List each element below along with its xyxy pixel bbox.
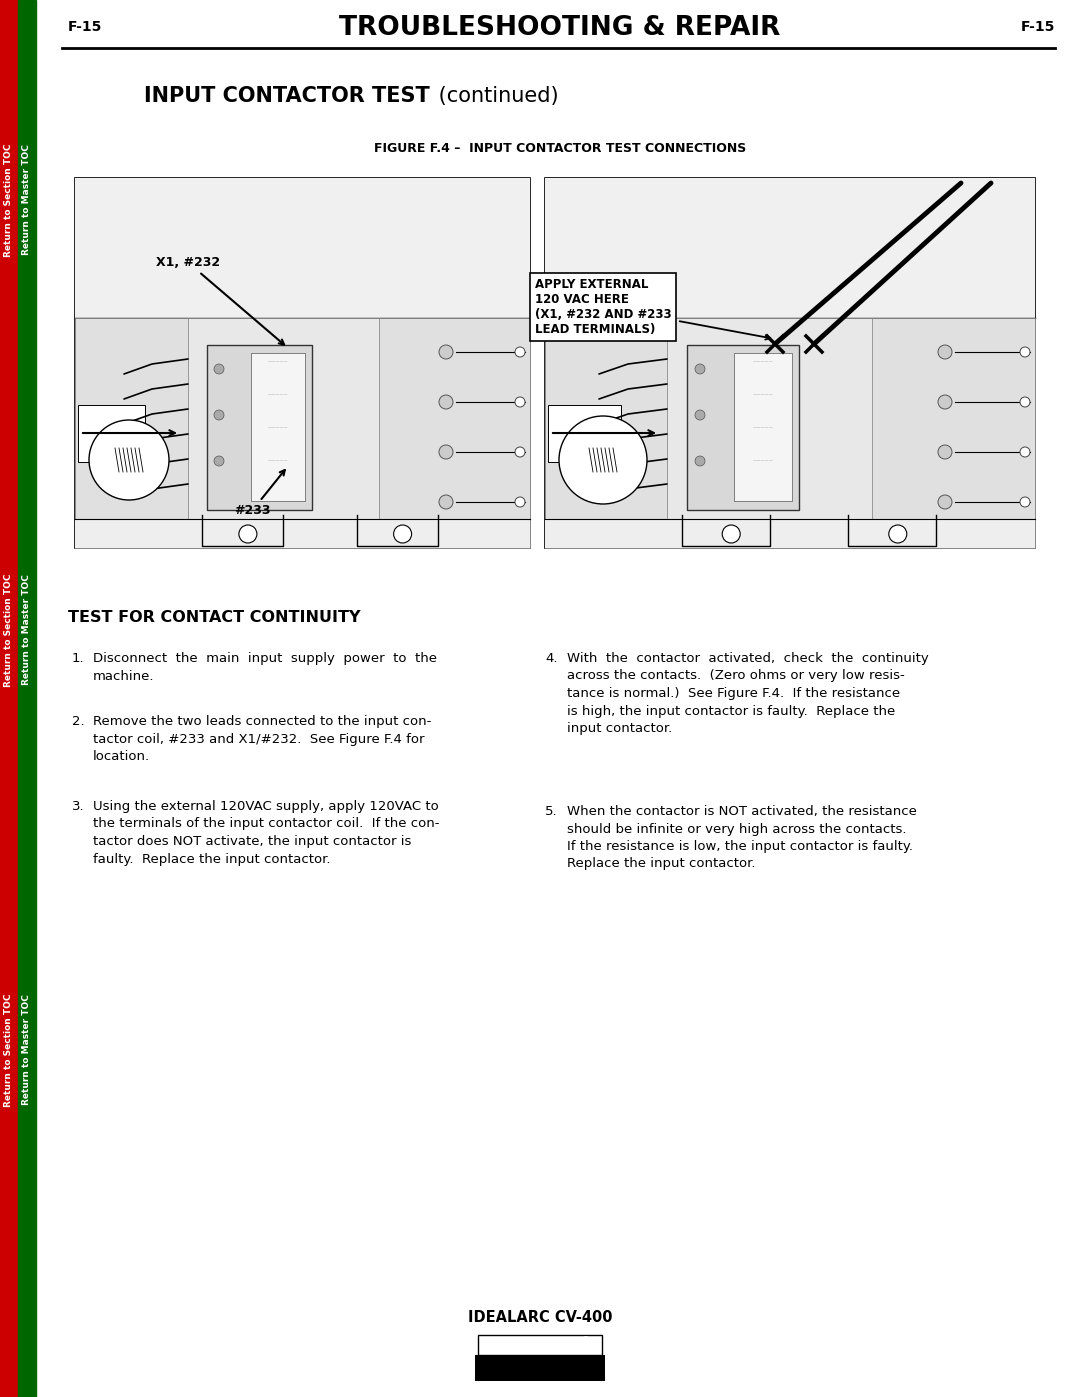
- Text: —————: —————: [753, 393, 773, 395]
- Text: Return to Section TOC: Return to Section TOC: [4, 144, 14, 257]
- Text: —————: —————: [753, 458, 773, 462]
- Circle shape: [239, 525, 257, 543]
- Text: 3.: 3.: [72, 800, 84, 813]
- Text: Using the external 120VAC supply, apply 120VAC to
the terminals of the input con: Using the external 120VAC supply, apply …: [93, 800, 440, 866]
- Text: FIGURE F.4 –  INPUT CONTACTOR TEST CONNECTIONS: FIGURE F.4 – INPUT CONTACTOR TEST CONNEC…: [374, 141, 746, 155]
- Bar: [667, 319, 872, 548]
- Text: ELECTRIC: ELECTRIC: [503, 1362, 577, 1376]
- Text: F-15: F-15: [68, 20, 103, 34]
- Circle shape: [438, 395, 453, 409]
- Text: TROUBLESHOOTING & REPAIR: TROUBLESHOOTING & REPAIR: [339, 15, 781, 41]
- Bar: [475, 1355, 605, 1382]
- Text: —————: —————: [268, 393, 288, 395]
- Text: #233: #233: [234, 469, 285, 517]
- Bar: [379, 319, 530, 548]
- Bar: [75, 319, 188, 548]
- Text: (continued): (continued): [432, 87, 558, 106]
- Bar: [188, 319, 379, 548]
- Circle shape: [515, 447, 525, 457]
- Bar: [545, 177, 1035, 548]
- Text: Disconnect  the  main  input  supply  power  to  the
machine.: Disconnect the main input supply power t…: [93, 652, 437, 683]
- Bar: [78, 405, 145, 462]
- Bar: [545, 520, 1035, 548]
- Text: Return to Master TOC: Return to Master TOC: [23, 995, 31, 1105]
- Circle shape: [939, 446, 951, 460]
- Text: X1, #232: X1, #232: [156, 256, 284, 345]
- Circle shape: [939, 495, 951, 509]
- Circle shape: [696, 455, 705, 467]
- Circle shape: [1020, 397, 1030, 407]
- Circle shape: [515, 397, 525, 407]
- Circle shape: [696, 365, 705, 374]
- Circle shape: [696, 409, 705, 420]
- Circle shape: [889, 525, 907, 543]
- Text: INPUT CONTACTOR TEST: INPUT CONTACTOR TEST: [145, 87, 430, 106]
- Bar: [207, 345, 312, 510]
- Bar: [0, 0, 18, 1397]
- Text: —————: —————: [753, 359, 773, 363]
- Text: F-15: F-15: [1021, 20, 1055, 34]
- Text: IDEALARC CV-400: IDEALARC CV-400: [468, 1310, 612, 1326]
- Circle shape: [214, 365, 224, 374]
- Circle shape: [559, 416, 647, 504]
- Text: Return to Section TOC: Return to Section TOC: [4, 573, 14, 687]
- Bar: [75, 177, 530, 548]
- Text: 5.: 5.: [545, 805, 557, 819]
- Text: TEST FOR CONTACT CONTINUITY: TEST FOR CONTACT CONTINUITY: [68, 610, 361, 624]
- Text: 1.: 1.: [72, 652, 84, 665]
- Bar: [18, 0, 36, 1397]
- Circle shape: [939, 345, 951, 359]
- Text: Remove the two leads connected to the input con-
tactor coil, #233 and X1/#232. : Remove the two leads connected to the in…: [93, 715, 431, 763]
- Circle shape: [214, 455, 224, 467]
- Text: —————: —————: [753, 425, 773, 429]
- Bar: [478, 1336, 602, 1355]
- Circle shape: [1020, 447, 1030, 457]
- Bar: [75, 177, 530, 319]
- Text: 4.: 4.: [545, 652, 557, 665]
- Circle shape: [1020, 497, 1030, 507]
- Text: Return to Section TOC: Return to Section TOC: [4, 993, 14, 1106]
- Bar: [687, 345, 799, 510]
- Circle shape: [438, 495, 453, 509]
- Text: LINCOLN: LINCOLN: [492, 1336, 580, 1354]
- Circle shape: [214, 409, 224, 420]
- Circle shape: [89, 420, 168, 500]
- Text: When the contactor is NOT activated, the resistance
should be infinite or very h: When the contactor is NOT activated, the…: [567, 805, 917, 870]
- Bar: [734, 353, 792, 502]
- Bar: [75, 520, 530, 548]
- Bar: [548, 405, 621, 462]
- Text: —————: —————: [268, 458, 288, 462]
- Circle shape: [515, 497, 525, 507]
- Circle shape: [515, 346, 525, 358]
- Text: APPLY EXTERNAL
120 VAC HERE
(X1, #232 AND #233
LEAD TERMINALS): APPLY EXTERNAL 120 VAC HERE (X1, #232 AN…: [535, 278, 770, 339]
- Text: 2.: 2.: [72, 715, 84, 728]
- Bar: [251, 353, 305, 502]
- Circle shape: [939, 395, 951, 409]
- Circle shape: [723, 525, 740, 543]
- Circle shape: [438, 446, 453, 460]
- Text: With  the  contactor  activated,  check  the  continuity
across the contacts.  (: With the contactor activated, check the …: [567, 652, 929, 735]
- Circle shape: [438, 345, 453, 359]
- Bar: [545, 319, 667, 548]
- Text: Return to Master TOC: Return to Master TOC: [23, 144, 31, 256]
- Bar: [872, 319, 1035, 548]
- Circle shape: [1020, 346, 1030, 358]
- Bar: [545, 177, 1035, 319]
- Circle shape: [393, 525, 411, 543]
- Text: —————: —————: [268, 425, 288, 429]
- Text: ®: ®: [581, 1336, 591, 1345]
- Text: Return to Master TOC: Return to Master TOC: [23, 574, 31, 686]
- Text: —————: —————: [268, 359, 288, 363]
